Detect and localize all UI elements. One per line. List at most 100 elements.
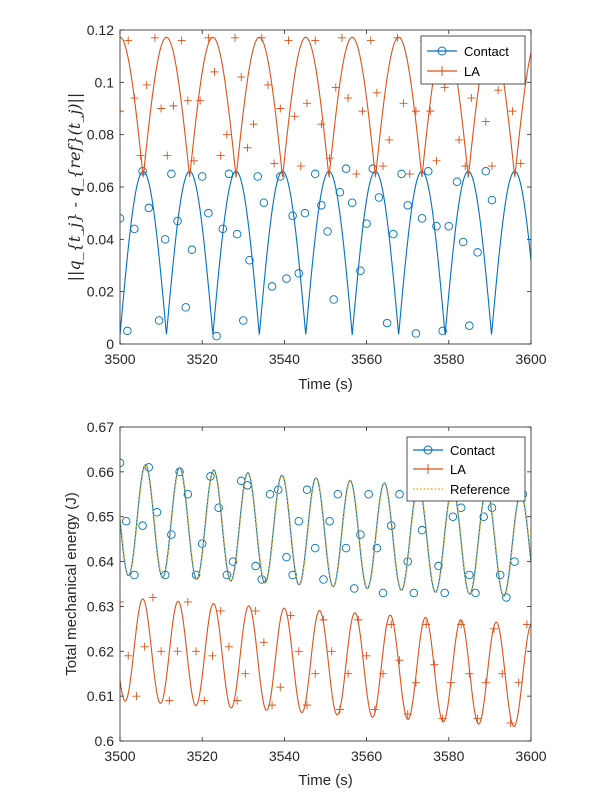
legend-contact-marker (437, 46, 447, 56)
data-point-la (352, 169, 361, 178)
data-point-la (432, 156, 441, 165)
data-point-contact (245, 256, 254, 265)
data-point-la (140, 642, 149, 651)
legend-box (420, 35, 526, 85)
legend-contact-marker (423, 445, 433, 455)
data-point-la (319, 615, 328, 624)
y-tick-label: 0.62 (87, 643, 114, 659)
data-point-la (473, 714, 482, 723)
data-point-la (270, 159, 279, 168)
data-point-la (200, 696, 209, 705)
data-point-la (124, 36, 133, 45)
data-point-la (296, 162, 305, 171)
x-tick-label: 3580 (433, 351, 464, 367)
y-axis-label: ||q_{t_j} - q_{ref}(t_j)|| (65, 93, 84, 282)
data-point-la (251, 606, 260, 615)
data-point-la (142, 80, 151, 89)
data-point-la (399, 99, 408, 108)
data-point-la (290, 112, 299, 121)
data-point-la (387, 620, 396, 629)
data-point-contact (218, 224, 227, 234)
data-point-la (192, 647, 201, 656)
data-point-contact (465, 321, 474, 330)
data-point-la (276, 683, 285, 692)
data-point-contact (347, 198, 357, 207)
data-point-contact (456, 503, 466, 512)
data-point-la (268, 701, 277, 710)
data-point-la (411, 678, 420, 687)
data-point-contact (444, 221, 454, 231)
data-point-contact (362, 219, 371, 228)
data-point-la (327, 647, 336, 656)
data-point-la (120, 107, 124, 116)
data-point-contact (253, 172, 262, 181)
data-point-contact (276, 172, 285, 181)
data-point-contact (282, 274, 291, 283)
data-point-la (157, 647, 166, 656)
data-point-la (294, 647, 303, 656)
x-tick-label: 3540 (269, 351, 300, 367)
data-point-la (457, 620, 466, 629)
data-point-contact (364, 490, 373, 499)
data-point-contact (448, 512, 458, 521)
data-point-contact (409, 588, 419, 598)
data-point-contact (154, 316, 164, 325)
data-point-la (237, 73, 246, 82)
data-point-la (124, 651, 133, 660)
data-point-contact (144, 203, 154, 213)
data-point-contact (130, 224, 139, 234)
data-point-la (148, 593, 157, 602)
data-point-contact (395, 490, 404, 499)
y-axis-label-text: Total mechanical energy (J) (63, 492, 80, 675)
data-point-contact (458, 237, 468, 247)
data-point-la (455, 135, 464, 144)
data-point-contact (389, 229, 398, 239)
data-point-contact (341, 164, 351, 173)
data-point-la (426, 107, 435, 116)
data-point-la (284, 36, 293, 45)
data-point-la (173, 647, 182, 656)
x-tick-label: 3560 (351, 748, 382, 764)
x-tick-label: 3560 (351, 351, 382, 367)
data-point-contact (232, 229, 242, 239)
data-point-contact (167, 169, 176, 179)
data-point-contact (288, 570, 297, 580)
data-point-la (243, 143, 252, 152)
data-point-contact (294, 516, 304, 526)
series-line-la (120, 36, 531, 179)
data-point-la (331, 83, 340, 92)
data-point-contact (204, 208, 213, 218)
data-point-contact (152, 507, 162, 517)
data-point-la (150, 33, 159, 42)
data-point-contact (323, 227, 332, 236)
data-point-la (130, 94, 139, 103)
x-tick-label: 3520 (187, 748, 218, 764)
data-point-contact (251, 561, 260, 571)
y-tick-label: 0.66 (87, 464, 114, 480)
data-point-la (362, 651, 371, 660)
data-point-contact (288, 211, 297, 221)
series-line-la (120, 598, 531, 727)
data-point-la (216, 606, 225, 615)
data-point-la (379, 162, 388, 171)
data-point-contact (510, 557, 519, 566)
data-point-contact (411, 329, 421, 338)
data-point-contact (417, 525, 427, 535)
y-tick-label: 0.08 (87, 127, 114, 143)
y-tick-label: 0.12 (87, 22, 114, 38)
data-point-contact (432, 221, 441, 231)
data-point-contact (382, 318, 392, 328)
data-point-la (183, 96, 192, 105)
data-point-contact (452, 177, 462, 187)
data-point-contact (138, 521, 147, 530)
data-point-la (372, 88, 381, 97)
data-point-la (422, 620, 431, 629)
data-point-la (325, 154, 334, 163)
data-point-la (514, 678, 523, 687)
data-point-contact (356, 530, 365, 539)
legend-contact-label: Contact (464, 44, 509, 59)
legend-la-marker (423, 464, 433, 474)
data-point-contact (294, 269, 304, 278)
data-point-contact (121, 516, 131, 526)
data-point-contact (259, 198, 269, 207)
